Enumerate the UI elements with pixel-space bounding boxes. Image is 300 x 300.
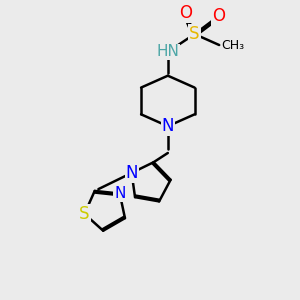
Text: CH₃: CH₃: [221, 40, 244, 52]
Text: HN: HN: [156, 44, 179, 59]
Text: N: N: [125, 164, 138, 182]
Text: N: N: [114, 186, 125, 201]
Text: O: O: [212, 7, 225, 25]
Text: O: O: [179, 4, 192, 22]
Text: N: N: [162, 117, 174, 135]
Text: S: S: [189, 25, 200, 43]
Text: S: S: [79, 205, 90, 223]
